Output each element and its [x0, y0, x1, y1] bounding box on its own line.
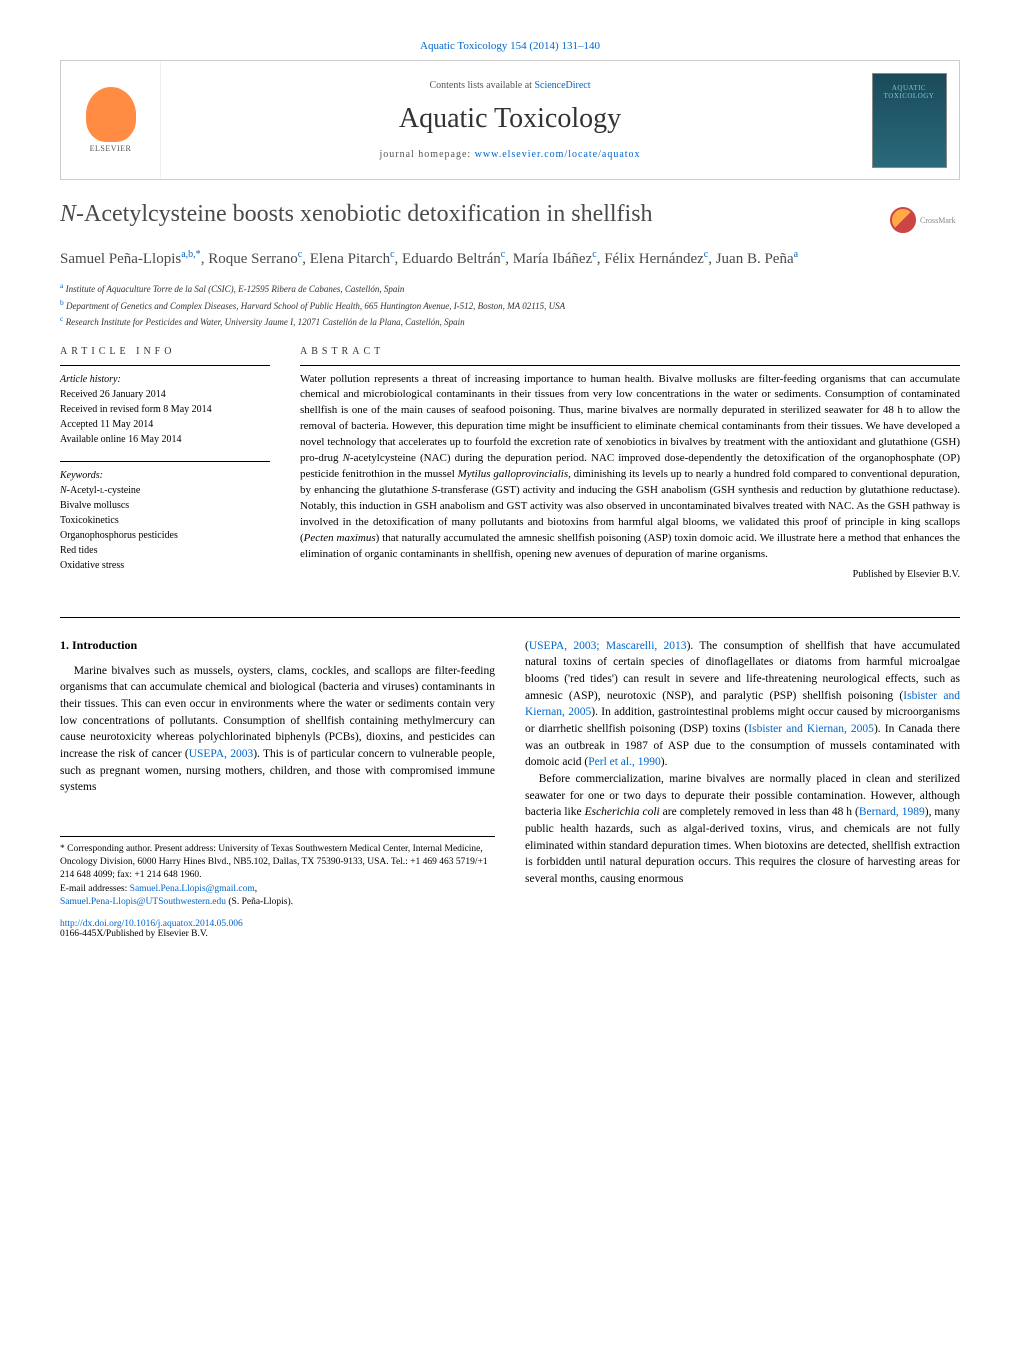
banner-center: Contents lists available at ScienceDirec… [161, 70, 859, 170]
keywords-label: Keywords: [60, 468, 270, 483]
copyright-line: 0166-445X/Published by Elsevier B.V. [60, 929, 208, 939]
title-rest: -Acetylcysteine boosts xenobiotic detoxi… [76, 201, 653, 227]
homepage-prefix: journal homepage: [379, 149, 474, 160]
abstract-col: abstract Water pollution represents a th… [300, 346, 960, 587]
email-link-1[interactable]: Samuel.Pena.Llopis@gmail.com [130, 884, 255, 894]
homepage-link[interactable]: www.elsevier.com/locate/aquatox [475, 149, 641, 160]
banner-left: ELSEVIER [61, 61, 161, 179]
title-italic-N: N [60, 201, 76, 227]
divider-line [60, 617, 960, 618]
history-label: Article history: [60, 372, 270, 387]
citation-link[interactable]: USEPA, 2003; Mascarelli, 2013 [529, 640, 687, 652]
journal-homepage-line: journal homepage: www.elsevier.com/locat… [171, 149, 849, 160]
email-link-2[interactable]: Samuel.Pena-Llopis@UTSouthwestern.edu [60, 897, 226, 907]
body-columns: 1. Introduction Marine bivalves such as … [60, 638, 960, 940]
history-1: Received in revised form 8 May 2014 [60, 402, 270, 417]
info-abstract-row: article info Article history: Received 2… [60, 346, 960, 587]
sciencedirect-link[interactable]: ScienceDirect [534, 80, 590, 91]
email-line: E-mail addresses: Samuel.Pena.Llopis@gma… [60, 883, 495, 910]
citation-link[interactable]: Isbister and Kiernan, 2005 [748, 723, 874, 735]
col1-para1: Marine bivalves such as mussels, oysters… [60, 663, 495, 796]
history-0: Received 26 January 2014 [60, 387, 270, 402]
crossmark-icon [890, 207, 916, 233]
article-info-col: article info Article history: Received 2… [60, 346, 270, 587]
crossmark-label: CrossMark [920, 216, 956, 225]
history-2: Accepted 11 May 2014 [60, 417, 270, 432]
section-1-heading: 1. Introduction [60, 638, 495, 653]
citation-link[interactable]: Perl et al., 1990 [588, 756, 661, 768]
col2-para1: (USEPA, 2003; Mascarelli, 2013). The con… [525, 638, 960, 771]
contents-prefix: Contents lists available at [429, 80, 534, 91]
authors-line: Samuel Peña-Llopisa,b,*, Roque Serranoc,… [60, 248, 960, 270]
article-info-label: article info [60, 346, 270, 357]
elsevier-logo: ELSEVIER [76, 80, 146, 160]
elsevier-label: ELSEVIER [90, 144, 132, 153]
citation-link[interactable]: USEPA, 2003 [189, 748, 254, 760]
cover-title: AQUATIC TOXICOLOGY [877, 84, 942, 101]
elsevier-tree-icon [86, 87, 136, 142]
col2-para2: Before commercialization, marine bivalve… [525, 771, 960, 888]
abstract-text: Water pollution represents a threat of i… [300, 365, 960, 563]
journal-cover-thumb: AQUATIC TOXICOLOGY [872, 73, 947, 168]
citation-link[interactable]: Bernard, 1989 [859, 806, 925, 818]
email-suffix: (S. Peña-Llopis). [226, 897, 293, 907]
crossmark-badge[interactable]: CrossMark [890, 200, 960, 240]
keyword-3: Organophosphorus pesticides [60, 528, 270, 543]
article-head: N-Acetylcysteine boosts xenobiotic detox… [60, 200, 960, 240]
page-container: Aquatic Toxicology 154 (2014) 131–140 EL… [0, 0, 1020, 979]
citation-link[interactable]: Isbister and Kiernan, 2005 [525, 690, 960, 719]
contents-list-line: Contents lists available at ScienceDirec… [171, 80, 849, 91]
footer-info: http://dx.doi.org/10.1016/j.aquatox.2014… [60, 919, 495, 939]
keyword-4: Red tides [60, 543, 270, 558]
keywords-block: Keywords: N-Acetyl-l-cysteine Bivalve mo… [60, 461, 270, 573]
abstract-label: abstract [300, 346, 960, 357]
citation-header: Aquatic Toxicology 154 (2014) 131–140 [60, 40, 960, 52]
journal-name: Aquatic Toxicology [171, 103, 849, 135]
doi-link[interactable]: http://dx.doi.org/10.1016/j.aquatox.2014… [60, 919, 243, 929]
footnotes-block: * Corresponding author. Present address:… [60, 836, 495, 909]
keyword-2: Toxicokinetics [60, 513, 270, 528]
affiliations-block: a Institute of Aquaculture Torre de la S… [60, 280, 960, 330]
email-label: E-mail addresses: [60, 884, 130, 894]
published-by: Published by Elsevier B.V. [300, 569, 960, 580]
keyword-0: N-Acetyl-l-cysteine [60, 483, 270, 498]
keyword-1: Bivalve molluscs [60, 498, 270, 513]
left-column: 1. Introduction Marine bivalves such as … [60, 638, 495, 940]
keyword-5: Oxidative stress [60, 558, 270, 573]
corresponding-author-note: * Corresponding author. Present address:… [60, 843, 495, 883]
journal-banner: ELSEVIER Contents lists available at Sci… [60, 60, 960, 180]
right-column: (USEPA, 2003; Mascarelli, 2013). The con… [525, 638, 960, 940]
banner-right: AQUATIC TOXICOLOGY [859, 61, 959, 179]
article-history-block: Article history: Received 26 January 201… [60, 365, 270, 447]
history-3: Available online 16 May 2014 [60, 432, 270, 447]
article-title: N-Acetylcysteine boosts xenobiotic detox… [60, 200, 890, 229]
